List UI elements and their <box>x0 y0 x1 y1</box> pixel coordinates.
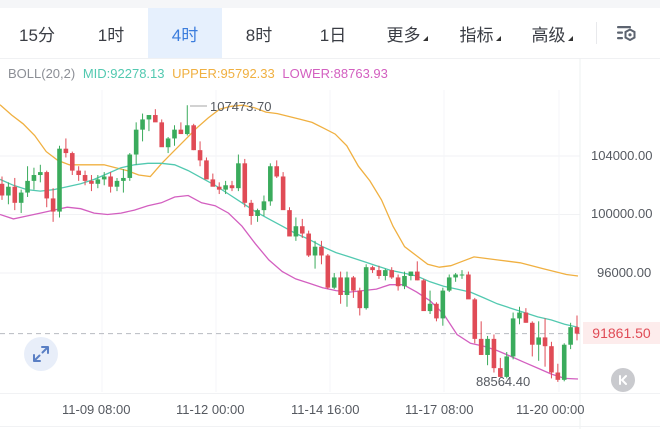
top-strip <box>0 0 660 8</box>
high-price-label: 107473.70 <box>210 99 272 114</box>
indicators-dropdown[interactable]: 指标 <box>444 8 516 58</box>
time-axis: 11-09 08:00 11-12 00:00 11-14 16:00 11-1… <box>0 393 660 427</box>
time-axis-label: 11-14 16:00 <box>291 402 360 417</box>
jump-to-start-icon <box>619 375 627 385</box>
divider <box>596 22 597 44</box>
expand-chart-button[interactable] <box>24 337 58 371</box>
legend-upper: UPPER:95792.33 <box>172 66 275 81</box>
jump-to-latest-button[interactable] <box>611 368 635 392</box>
time-axis-label: 11-09 08:00 <box>62 402 131 417</box>
tab-4h[interactable]: 4时 <box>148 8 222 58</box>
advanced-label: 高级 <box>531 25 566 45</box>
advanced-dropdown[interactable]: 高级 <box>516 8 588 58</box>
caret-icon <box>495 35 501 41</box>
caret-icon <box>567 35 573 41</box>
price-axis-label: 96000.00 <box>597 265 652 280</box>
current-price-tag: 91861.50 <box>583 322 660 344</box>
low-price-label: 88564.40 <box>476 374 531 389</box>
expand-icon <box>33 346 49 362</box>
tab-8h[interactable]: 8时 <box>245 25 273 45</box>
tab-1d[interactable]: 1日 <box>319 25 347 45</box>
time-axis-label: 11-12 00:00 <box>176 402 245 417</box>
more-label: 更多 <box>386 25 421 45</box>
chart-settings-button[interactable] <box>605 8 649 58</box>
more-dropdown[interactable]: 更多 <box>370 8 444 58</box>
price-axis-label: 104000.00 <box>591 148 653 163</box>
indicators-label: 指标 <box>459 25 494 45</box>
tab-1h[interactable]: 1时 <box>97 25 125 45</box>
price-axis-label: 100000.00 <box>591 206 653 221</box>
time-axis-label: 11-20 00:00 <box>516 402 585 417</box>
time-axis-label: 11-17 08:00 <box>405 402 474 417</box>
caret-icon <box>422 35 428 41</box>
legend-name: BOLL(20,2) <box>8 66 76 81</box>
interval-tab-bar: 15分 1时 4时 8时 1日 更多 指标 高级 <box>0 8 660 59</box>
chart-settings-icon <box>617 26 636 41</box>
legend-mid: MID:92278.13 <box>82 66 165 81</box>
boll-legend: BOLL(20,2) MID:92278.13 UPPER:95792.33 L… <box>8 66 392 81</box>
tab-15m[interactable]: 15分 <box>19 25 55 45</box>
legend-lower: LOWER:88763.93 <box>282 66 388 81</box>
